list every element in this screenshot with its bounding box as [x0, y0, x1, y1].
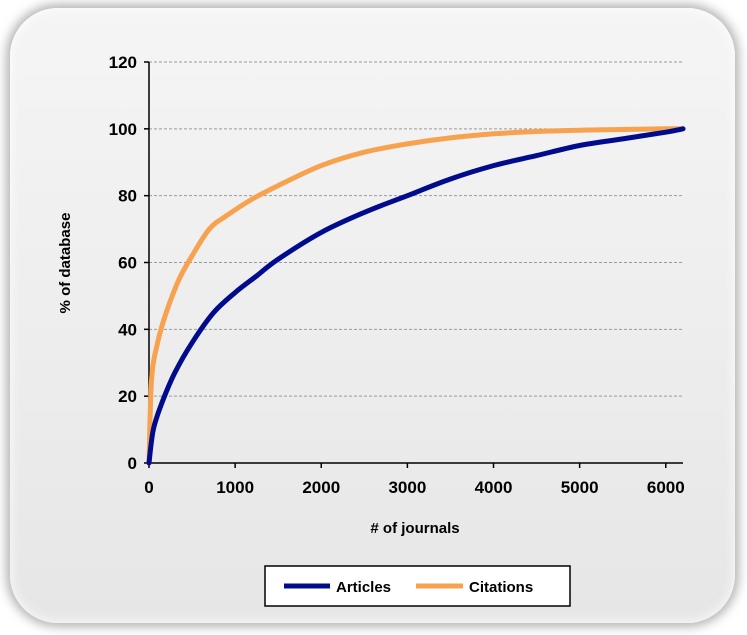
y-axis-label: % of database [57, 213, 74, 314]
x-tick-label: 4000 [475, 478, 513, 497]
y-tick-label: 40 [118, 320, 137, 339]
series-lines [146, 126, 686, 466]
y-tick-label: 60 [118, 254, 137, 273]
chart-panel [10, 8, 735, 623]
y-tick-labels: 0 20 40 60 80 100 120 [109, 53, 137, 473]
y-tick-label: 100 [109, 120, 137, 139]
series-line-citations [146, 126, 686, 466]
y-tick-label: 120 [109, 53, 137, 72]
legend: Articles Citations [264, 565, 571, 607]
legend-label-articles: Articles [336, 579, 391, 596]
x-tick-label: 1000 [216, 478, 254, 497]
y-tick-label: 80 [118, 187, 137, 206]
x-axis-label: # of journals [370, 520, 459, 537]
series-line-articles [146, 126, 686, 466]
x-tick-label: 3000 [388, 478, 426, 497]
y-tick-label: 20 [118, 387, 137, 406]
x-tick-label: 0 [144, 478, 153, 497]
x-tick-label: 5000 [561, 478, 599, 497]
x-tick-labels: 0 1000 2000 3000 4000 5000 6000 [144, 478, 684, 497]
x-tick-label: 6000 [647, 478, 685, 497]
gridlines [149, 61, 683, 397]
y-tick-label: 0 [128, 454, 137, 473]
axes [144, 61, 683, 468]
x-tick-label: 2000 [302, 478, 340, 497]
legend-label-citations: Citations [469, 579, 533, 596]
